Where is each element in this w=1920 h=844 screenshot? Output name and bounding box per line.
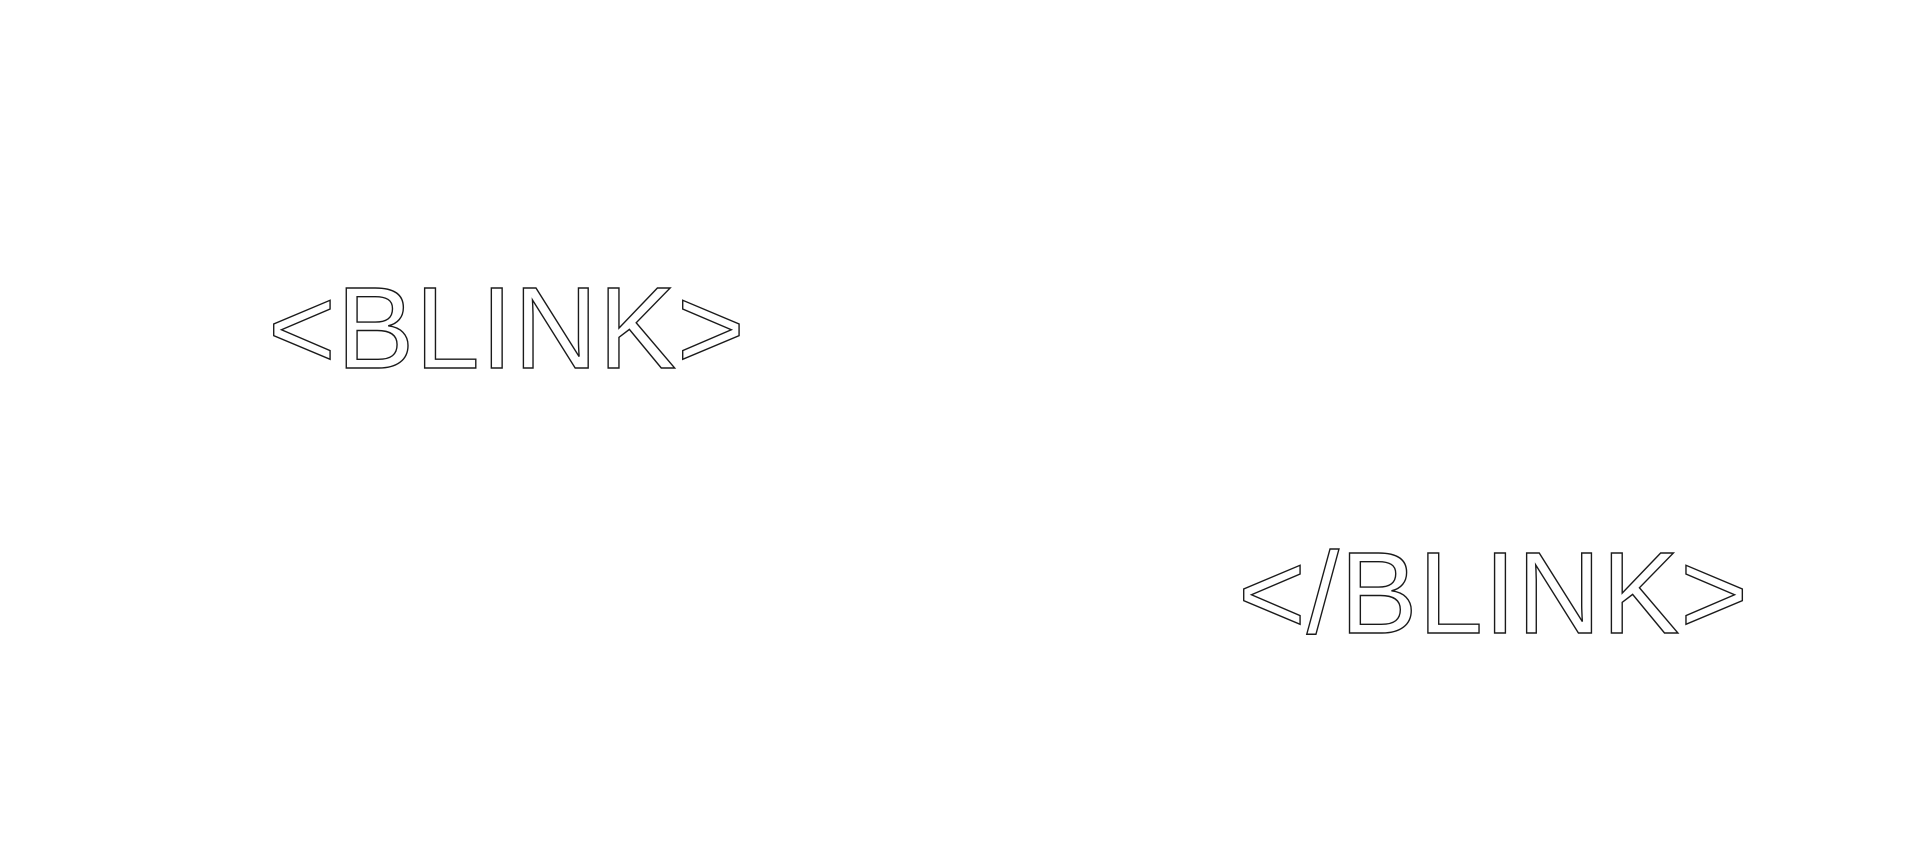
blink-close-tag-text: </BLINK> xyxy=(1237,528,1749,658)
blink-open-tag-text: <BLINK> xyxy=(267,263,746,393)
